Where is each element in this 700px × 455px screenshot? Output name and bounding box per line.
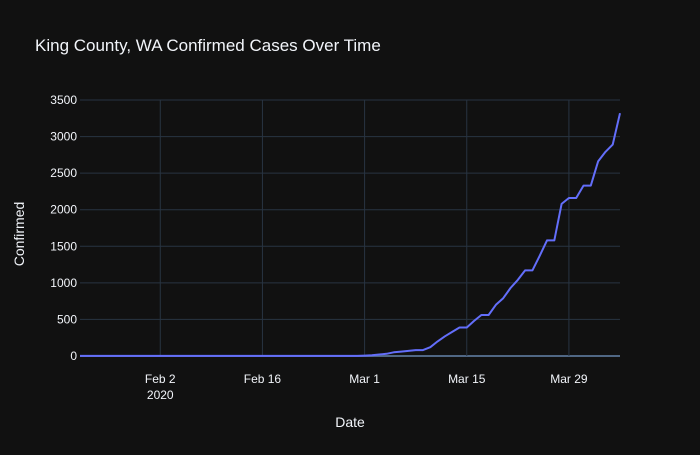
y-tick-labels: 0 500 1000 1500 2000 2500 3000 3500 (50, 93, 77, 363)
y-tick-label: 1000 (50, 276, 77, 290)
x-tick-label: Feb 16 (244, 372, 282, 386)
y-tick-label: 0 (70, 349, 77, 363)
y-tick-label: 3000 (50, 130, 77, 144)
y-tick-label: 2000 (50, 203, 77, 217)
y-tick-label: 2500 (50, 166, 77, 180)
series-line (80, 112, 621, 357)
x-tick-label: Feb 2 (145, 372, 176, 386)
y-tick-label: 3500 (50, 93, 77, 107)
x-tick-labels: Feb 2 2020 Feb 16 Mar 1 Mar 15 Mar 29 (145, 372, 588, 402)
x-tick-label: Mar 1 (349, 372, 380, 386)
x-gridlines (159, 100, 570, 356)
chart-title: King County, WA Confirmed Cases Over Tim… (35, 36, 381, 55)
y-gridlines (80, 99, 620, 357)
series-group (80, 112, 621, 357)
x-tick-sublabel: 2020 (147, 388, 174, 402)
x-axis-title: Date (335, 414, 365, 430)
x-tick-label: Mar 15 (448, 372, 486, 386)
y-tick-label: 500 (57, 312, 77, 326)
x-tick-label: Mar 29 (550, 372, 588, 386)
y-tick-label: 1500 (50, 239, 77, 253)
y-axis-title: Confirmed (11, 202, 27, 267)
